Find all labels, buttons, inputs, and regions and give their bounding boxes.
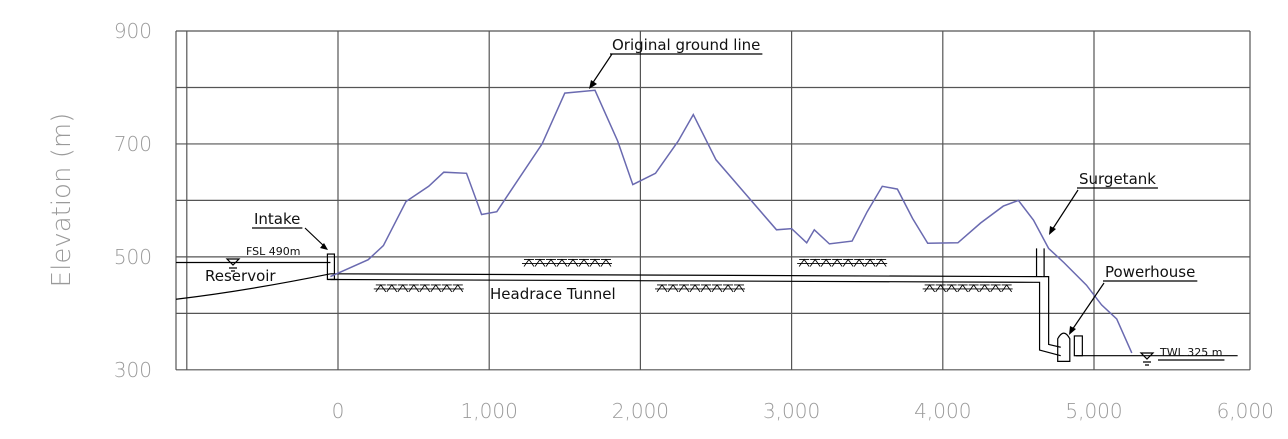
x-tick-label: 6,000 — [1217, 399, 1274, 423]
hatch-mark — [957, 284, 969, 293]
x-tick-label: 2,000 — [612, 399, 669, 423]
tunnel-support-hatching — [373, 258, 1013, 293]
hatch-mark — [441, 284, 453, 293]
x-tick-label: 0 — [332, 399, 345, 423]
leader-line — [591, 53, 613, 85]
hatch-mark — [990, 284, 1002, 293]
headrace-tunnel-invert — [330, 278, 1034, 283]
penstock — [1042, 276, 1061, 348]
hatch-mark — [968, 284, 980, 293]
original-ground-line — [330, 89, 1133, 354]
hatch-mark — [935, 284, 947, 293]
y-axis-label: Elevation (m) — [47, 113, 77, 288]
hatch-mark — [578, 258, 590, 267]
annotations: Original ground line Intake FSL 490m Reserv… — [205, 36, 1225, 366]
hatch-group — [655, 284, 746, 293]
label-original-ground-line: Original ground line — [612, 36, 760, 54]
hatch-mark — [534, 258, 546, 267]
label-surgetank: Surgetank — [1079, 170, 1156, 188]
hatch-mark — [853, 258, 865, 267]
hatch-mark — [722, 284, 734, 293]
reservoir-bed — [175, 273, 331, 300]
hatch-mark — [452, 284, 464, 293]
hatch-mark — [600, 258, 612, 267]
hatch-mark — [589, 258, 601, 267]
hatch-mark — [1001, 284, 1013, 293]
axis-ticks: 0 1,000 2,000 3,000 4,000 5,000 6,000 900 700 500… — [114, 19, 1274, 423]
leader-line — [1071, 282, 1105, 331]
label-twl: TWL 325 m — [1159, 346, 1222, 359]
leader-line — [1051, 189, 1079, 231]
label-reservoir: Reservoir — [205, 267, 276, 285]
y-tick-label: 900 — [114, 19, 152, 43]
hatch-group — [373, 284, 464, 293]
hatch-mark — [656, 284, 668, 293]
hatch-mark — [979, 284, 991, 293]
hatch-mark — [700, 284, 712, 293]
leader-arrow — [1069, 326, 1076, 335]
hatch-mark — [831, 258, 843, 267]
leader-arrow — [1049, 226, 1056, 235]
powerhouse — [1057, 332, 1071, 362]
hatch-mark — [864, 258, 876, 267]
hatch-mark — [523, 258, 535, 267]
x-tick-label: 3,000 — [763, 399, 820, 423]
y-tick-label: 700 — [114, 132, 152, 156]
label-headrace-tunnel: Headrace Tunnel — [490, 285, 616, 303]
tailrace-structure — [1073, 335, 1083, 357]
hatch-group — [922, 284, 1013, 293]
hatch-mark — [567, 258, 579, 267]
label-fsl: FSL 490m — [246, 245, 300, 258]
hatch-mark — [408, 284, 420, 293]
hatch-mark — [809, 258, 821, 267]
water-level-symbol — [1139, 352, 1155, 360]
y-tick-label: 300 — [114, 358, 152, 382]
water-level-symbol — [229, 267, 237, 272]
leader-line — [304, 227, 326, 248]
x-tick-label: 1,000 — [461, 399, 518, 423]
surgetank — [1035, 248, 1045, 277]
label-intake: Intake — [254, 210, 300, 228]
headrace-tunnel-crown — [330, 273, 1043, 278]
hatch-mark — [711, 284, 723, 293]
scheme-structures — [175, 248, 1238, 362]
hatch-mark — [667, 284, 679, 293]
leader-arrow — [589, 80, 597, 89]
water-level-symbol — [1143, 361, 1151, 366]
hatch-mark — [820, 258, 832, 267]
hatch-mark — [430, 284, 442, 293]
hatch-mark — [397, 284, 409, 293]
x-tick-label: 5,000 — [1065, 399, 1122, 423]
penstock — [1033, 281, 1061, 357]
hatch-mark — [689, 284, 701, 293]
water-level-symbol — [225, 258, 241, 266]
hatch-mark — [678, 284, 690, 293]
hatch-mark — [733, 284, 745, 293]
grid — [175, 30, 1251, 371]
label-powerhouse: Powerhouse — [1105, 263, 1195, 281]
hatch-group — [797, 258, 888, 267]
hatch-mark — [545, 258, 557, 267]
hatch-group — [521, 258, 612, 267]
hatch-mark — [798, 258, 810, 267]
hatch-mark — [386, 284, 398, 293]
x-tick-label: 4,000 — [914, 399, 971, 423]
hatch-mark — [556, 258, 568, 267]
y-tick-label: 500 — [114, 245, 152, 269]
hatch-mark — [924, 284, 936, 293]
hatch-mark — [946, 284, 958, 293]
hatch-mark — [875, 258, 887, 267]
hatch-mark — [419, 284, 431, 293]
hatch-mark — [842, 258, 854, 267]
hatch-mark — [375, 284, 387, 293]
leader-arrow — [320, 243, 328, 250]
